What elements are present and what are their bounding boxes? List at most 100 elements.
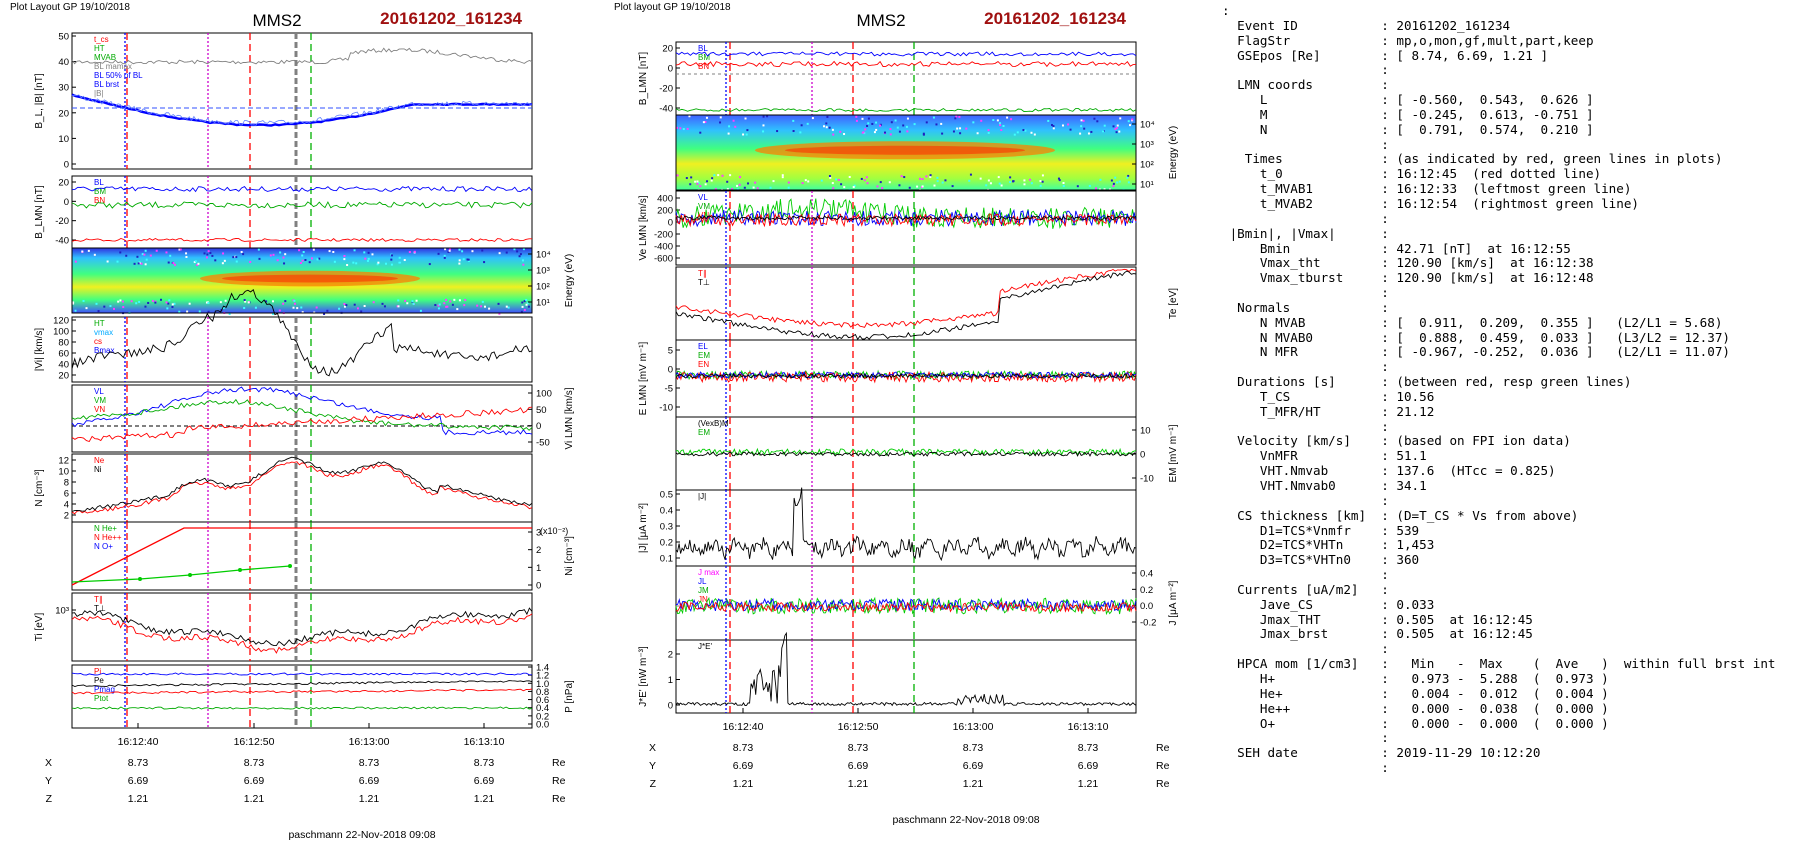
spectrogram-pixel — [483, 261, 486, 264]
y-tick-label: 8 — [64, 478, 69, 489]
legend-entry: VL — [698, 193, 708, 202]
spectrogram-pixel — [328, 250, 331, 253]
spectrogram-pixel — [826, 115, 829, 118]
spectrogram-pixel — [832, 187, 835, 190]
ephemeris-value: 6.69 — [359, 775, 380, 787]
spectrogram-pixel — [194, 260, 197, 263]
spectrogram-pixel — [390, 263, 393, 266]
spectrogram-pixel — [155, 249, 158, 252]
y-tick-label: -50 — [536, 438, 550, 449]
spectrogram-pixel — [488, 307, 491, 310]
spectrogram-pixel — [710, 179, 713, 182]
spectrogram-pixel — [144, 263, 147, 266]
spectrogram-pixel — [81, 250, 84, 253]
spectrogram-pixel — [367, 257, 370, 260]
series-pmag — [71, 706, 533, 710]
spectrogram-pixel — [197, 262, 200, 265]
y-tick-label: 2 — [668, 650, 673, 661]
spectrogram-pixel — [1131, 118, 1134, 121]
y-tick-label: -200 — [654, 230, 673, 241]
spectrogram-pixel — [1009, 176, 1012, 179]
legend-entry: JN — [698, 595, 708, 604]
spectrogram-pixel — [1000, 128, 1003, 131]
spectrogram-pixel — [301, 254, 304, 257]
spectrogram-pixel — [458, 262, 461, 265]
spectrogram-pixel — [1041, 180, 1044, 183]
spectrogram-pixel — [72, 301, 75, 304]
spectrogram-pixel — [397, 305, 400, 308]
spectrogram-pixel — [205, 301, 208, 304]
series-bl-brst — [71, 94, 533, 126]
info-line: : — [1222, 760, 1389, 776]
spectrogram-pixel — [1062, 182, 1065, 185]
series-bm — [675, 60, 1137, 68]
spectrogram-core — [222, 274, 398, 283]
spectrogram-pixel — [143, 253, 146, 256]
he-plus-point — [138, 577, 142, 581]
spectrogram-pixel — [929, 175, 932, 178]
legend-entry: JL — [698, 577, 707, 586]
spectrogram-pixel — [168, 299, 171, 302]
spectrogram-pixel — [443, 302, 446, 305]
spectrogram-pixel — [188, 302, 191, 305]
spectrogram-pixel — [787, 186, 790, 189]
spectrogram-pixel — [860, 177, 863, 180]
spectrogram-pixel — [685, 177, 688, 180]
spectrogram-pixel — [95, 302, 98, 305]
spectrogram-pixel — [498, 252, 501, 255]
y-tick-label: 0.0 — [1140, 601, 1153, 612]
spectrogram-pixel — [364, 257, 367, 260]
right_figure-group: Plot layout GP 19/10/2018 MMS2 20161202_16… — [614, 2, 1179, 826]
series-el — [675, 370, 1137, 380]
plot-footer: paschmann 22-Nov-2018 09:08 — [892, 814, 1039, 826]
y-axis-label: Ve LMN [km/s] — [638, 195, 649, 260]
info-line: : — [1222, 62, 1389, 78]
spectrogram-pixel — [169, 254, 172, 257]
spectrogram-pixel — [390, 254, 393, 257]
y-tick-label: 20 — [662, 44, 673, 55]
spectrogram-pixel — [998, 182, 1001, 185]
legend-entry: cs — [94, 337, 102, 346]
spectrogram-pixel — [228, 312, 231, 315]
info-line: Bmin : 42.71 [nT] at 16:12:55 — [1222, 240, 1571, 256]
spectrogram-pixel — [888, 181, 891, 184]
ephemeris-value: 8.73 — [963, 742, 984, 754]
legend-entry: t_cs — [94, 35, 109, 44]
spectrogram-pixel — [412, 302, 415, 305]
spectrogram-pixel — [776, 130, 779, 133]
spectrogram-pixel — [520, 310, 523, 313]
spectrogram-pixel — [254, 306, 257, 309]
spectrogram-pixel — [1114, 128, 1117, 131]
spectrogram-pixel — [843, 186, 846, 189]
left_figure-group: Plot Layout GP 19/10/2018 MMS2 20161202_16… — [10, 2, 575, 841]
spectrogram-pixel — [278, 309, 281, 312]
info-line: H+ : 0.973 - 5.288 ( 0.973 ) — [1222, 670, 1609, 686]
y-tick-label: 0.6 — [536, 695, 549, 706]
series-ve — [675, 215, 1137, 221]
spectrogram-pixel — [738, 183, 741, 186]
spectrogram-pixel — [367, 251, 370, 254]
spectrogram-pixel — [959, 127, 962, 130]
spectrogram-pixel — [222, 306, 225, 309]
spectrogram-pixel — [781, 176, 784, 179]
spectrogram-pixel — [679, 127, 682, 130]
panel-frame — [675, 190, 1137, 266]
info-line: He++ : 0.000 - 0.038 ( 0.000 ) — [1222, 700, 1609, 716]
ephemeris-value: 1.21 — [733, 778, 754, 790]
series-vi — [71, 289, 533, 377]
spectrogram-pixel — [972, 121, 975, 124]
ephemeris-value: 1.21 — [128, 793, 149, 805]
legend-entry: Pe — [94, 676, 104, 685]
he-plus-point — [288, 564, 292, 568]
spectrogram-pixel — [727, 132, 730, 135]
spectrogram-pixel — [355, 262, 358, 265]
spectrogram-pixel — [292, 306, 295, 309]
info-line: Vmax_tburst : 120.90 [km/s] at 16:12:48 — [1222, 270, 1594, 286]
spectrogram-pixel — [1052, 127, 1055, 130]
spectrogram-pixel — [458, 259, 461, 262]
spectrogram-pixel — [521, 259, 524, 262]
info-line: : — [1222, 492, 1389, 508]
y-tick-label: 0.4 — [536, 703, 549, 714]
spectrogram-pixel — [85, 307, 88, 310]
